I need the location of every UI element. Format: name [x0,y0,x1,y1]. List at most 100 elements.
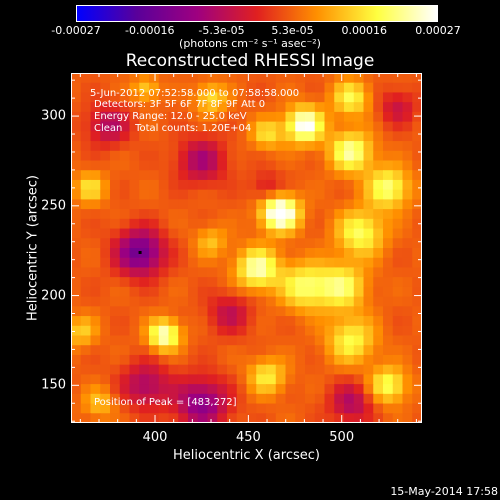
heatmap-cell [197,209,209,220]
heatmap-cell [227,179,238,191]
heatmap-cell [256,413,267,423]
heatmap-cell [149,199,160,210]
heatmap-cell [139,160,150,171]
heatmap-cell [373,209,384,220]
heatmap-cell [392,218,404,230]
heatmap-cell [149,121,160,132]
heatmap-cell [227,121,238,132]
heatmap-cell [149,325,160,337]
heatmap-cell [90,413,101,423]
heatmap-cell [168,111,179,123]
heatmap-cell [334,306,345,317]
heatmap-cell [256,160,267,171]
heatmap-cell [275,121,287,132]
heatmap-cell [334,228,345,239]
heatmap-cell [383,82,394,94]
heatmap-cell [295,335,306,346]
heatmap-cell [324,179,335,191]
heatmap-cell [129,345,140,356]
heatmap-cell [227,141,238,152]
heatmap-cell [100,160,111,171]
heatmap-cell [168,335,179,346]
heatmap-cell [256,257,267,269]
heatmap-cell [295,209,306,220]
heatmap-cell [373,335,384,346]
heatmap-cell [344,413,355,423]
heatmap-cell [353,277,365,288]
heatmap-cell [236,413,248,423]
heatmap-cell [295,131,306,142]
chart-title: Reconstructed RHESSI Image [125,51,375,71]
heatmap-cell [90,179,101,191]
heatmap-cell [324,189,335,200]
heatmap-cell [383,384,394,395]
heatmap-cell [100,150,111,162]
heatmap-cell [100,286,111,298]
heatmap-cell [139,209,150,220]
heatmap-cell [217,73,228,84]
heatmap-cell [90,141,101,152]
heatmap-cell [256,199,267,210]
heatmap-cell [90,73,101,84]
heatmap-cell [158,209,170,220]
heatmap-cell [324,393,335,405]
heatmap-cell [256,179,267,191]
heatmap-cell [217,102,228,113]
heatmap-cell [324,306,335,317]
heatmap-cell [344,335,355,346]
heatmap-cell [363,345,374,356]
heatmap-cell [353,384,365,395]
heatmap-cell [100,384,111,395]
heatmap-cell [353,393,365,405]
heatmap-cell [119,257,131,269]
heatmap-cell [149,364,160,375]
heatmap-cell [305,82,316,94]
heatmap-cell [383,325,394,337]
heatmap-cell [227,238,238,249]
heatmap-cell [158,267,170,278]
heatmap-cell [412,335,422,346]
heatmap-cell [383,150,394,162]
heatmap-cell [334,325,345,337]
heatmap-cell [344,131,355,142]
heatmap-cell [402,384,413,395]
heatmap-cell [363,82,374,94]
heatmap-cell [149,111,160,123]
heatmap-cell [178,354,189,366]
heatmap-cell [285,354,296,366]
heatmap-cell [285,277,296,288]
heatmap-cell [119,170,131,181]
heatmap-cell [392,179,404,191]
heatmap-cell [188,325,199,337]
heatmap-cell [236,160,248,171]
heatmap-cell [363,277,374,288]
heatmap-cell [197,267,209,278]
heatmap-cell [363,267,374,278]
heatmap-cell [100,248,111,259]
heatmap-cell [285,121,296,132]
heatmap-cell [197,131,209,142]
heatmap-cell [188,209,199,220]
heatmap-cell [119,160,131,171]
heatmap-cell [110,335,121,346]
heatmap-cell [119,218,131,230]
heatmap-cell [188,228,199,239]
heatmap-cell [158,345,170,356]
heatmap-cell [363,111,374,123]
heatmap-cell [158,364,170,375]
heatmap-cell [158,238,170,249]
heatmap-cell [324,111,335,123]
heatmap-cell [412,306,422,317]
heatmap-cell [324,150,335,162]
heatmap-cell [207,354,218,366]
heatmap-cell [227,374,238,385]
heatmap-cell [373,364,384,375]
heatmap-cell [149,160,160,171]
heatmap-cell [119,354,131,366]
heatmap-cell [412,267,422,278]
heatmap-cell [80,354,92,366]
heatmap-cell [188,257,199,269]
heatmap-cell [353,82,365,94]
heatmap-cell [246,267,257,278]
heatmap-cell [383,267,394,278]
